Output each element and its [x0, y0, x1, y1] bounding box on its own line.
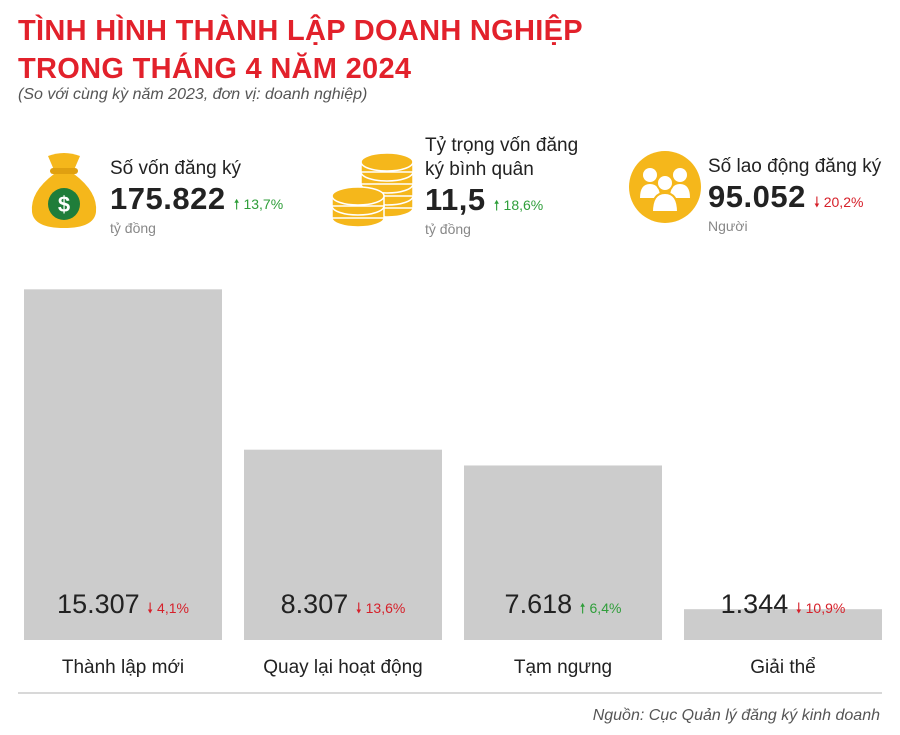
stat-label: Tỷ trọng vốn đăng [425, 135, 579, 156]
svg-text:$: $ [58, 192, 70, 217]
bar-value-label: 1.344 🠗 10,9% [721, 589, 846, 619]
stat-registered-capital: Số vốn đăng ký 175.822 🠕 13,7% tỷ đồng [110, 157, 283, 236]
category-label: Quay lại hoạt động [263, 657, 423, 678]
category-label: Thành lập mới [62, 657, 184, 678]
bar [464, 465, 662, 640]
coins-icon [331, 152, 414, 228]
title-line-2: TRONG THÁNG 4 NĂM 2024 [18, 53, 412, 85]
people-icon [629, 151, 701, 223]
arrow-up-icon: 🠕 [233, 196, 240, 212]
stat-label: Số vốn đăng ký [110, 158, 241, 179]
bar [684, 609, 882, 640]
stat-unit: Người [708, 218, 748, 234]
stat-change: 🠕 13,7% [233, 196, 284, 212]
stat-unit: tỷ đồng [110, 220, 156, 236]
source-note: Nguồn: Cục Quản lý đăng ký kinh doanh [592, 707, 880, 724]
bar-change-label: 🠗 10,9% [796, 600, 846, 616]
stat-change: 🠗 20,2% [813, 194, 864, 210]
arrow-up-icon: 🠕 [493, 197, 500, 213]
bar [24, 289, 222, 640]
stat-change: 🠕 18,6% [493, 197, 544, 213]
category-label: Tạm ngưng [514, 657, 612, 678]
bar-value-label: 15.307 🠗 4,1% [57, 589, 189, 619]
page-subtitle: (So với cùng kỳ năm 2023, đơn vị: doanh … [18, 86, 368, 103]
stat-label: Số lao động đăng ký [708, 156, 882, 177]
stat-registered-labor: Số lao động đăng ký 95.052 🠗 20,2% Người [708, 155, 881, 234]
stat-value: 11,5 [425, 182, 486, 217]
category-label: Giải thể [750, 657, 815, 678]
bar-value-label: 7.618 🠕 6,4% [505, 589, 622, 619]
page-title: TÌNH HÌNH THÀNH LẬP DOANH NGHIỆP TRONG T… [18, 12, 583, 88]
stat-value: 175.822 [110, 181, 226, 216]
stat-avg-capital: Tỷ trọng vốn đăng ký bình quân 11,5 🠕 18… [425, 134, 578, 237]
bar-change-label: 🠗 4,1% [147, 600, 189, 616]
bar-change-label: 🠗 13,6% [356, 600, 406, 616]
arrow-down-icon: 🠗 [813, 194, 820, 210]
stat-value: 95.052 [708, 179, 806, 214]
bar-change-label: 🠕 6,4% [580, 600, 622, 616]
bar [244, 449, 442, 640]
title-line-1: TÌNH HÌNH THÀNH LẬP DOANH NGHIỆP [18, 15, 583, 47]
money-bag-icon: $ [31, 153, 97, 228]
bar-value-label: 8.307 🠗 13,6% [281, 589, 406, 619]
stat-label-line-2: ký bình quân [425, 159, 534, 180]
stat-unit: tỷ đồng [425, 221, 471, 237]
